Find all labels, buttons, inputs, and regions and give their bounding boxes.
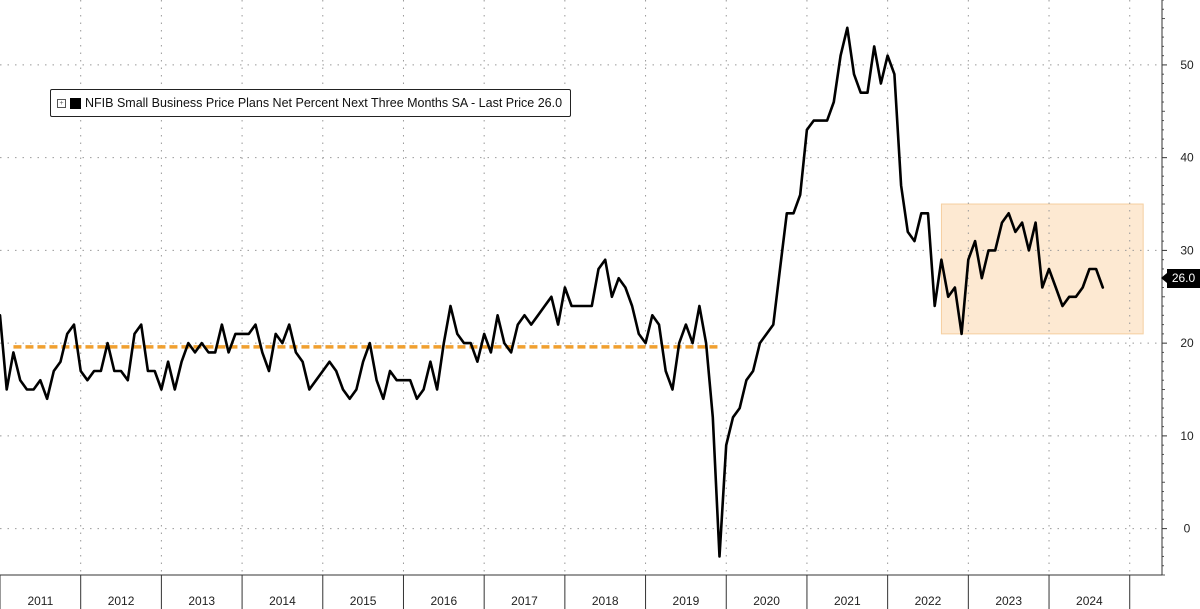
legend-swatch (70, 97, 81, 109)
y-tick-label: 10 (1180, 429, 1194, 443)
last-price-tag: 26.0 (1161, 269, 1200, 288)
x-tick-label: 2022 (915, 594, 942, 608)
series-layer (0, 26, 1105, 558)
legend[interactable]: + NFIB Small Business Price Plans Net Pe… (50, 89, 572, 117)
x-tick-label: 2021 (834, 594, 861, 608)
y-tick-label: 30 (1180, 243, 1194, 257)
x-tick-label: 2016 (430, 594, 457, 608)
x-tick-label: 2014 (269, 594, 296, 608)
x-tick-label: 2012 (108, 594, 135, 608)
highlight-region-layer (940, 203, 1144, 335)
y-tick-label: 50 (1180, 58, 1194, 72)
x-tick-label: 2011 (27, 594, 53, 608)
x-tick-label: 2024 (1076, 594, 1103, 608)
y-tick-label: 40 (1180, 151, 1194, 165)
legend-label: NFIB Small Business Price Plans Net Perc… (85, 96, 563, 110)
plus-box-icon[interactable]: + (57, 98, 66, 108)
x-tick-label: 2020 (753, 594, 780, 608)
x-tick-label: 2023 (995, 594, 1022, 608)
series-line (0, 26, 1105, 558)
x-tick-label: 2013 (188, 594, 215, 608)
x-tick-label: 2018 (592, 594, 619, 608)
x-tick-label: 2019 (673, 594, 700, 608)
x-tick-label: 2015 (350, 594, 377, 608)
y-tick-label: 20 (1180, 336, 1194, 350)
y-tick-label: 0 (1184, 522, 1191, 536)
highlight-region (940, 203, 1144, 335)
gridlines (0, 0, 1162, 575)
x-tick-label: 2017 (511, 594, 538, 608)
